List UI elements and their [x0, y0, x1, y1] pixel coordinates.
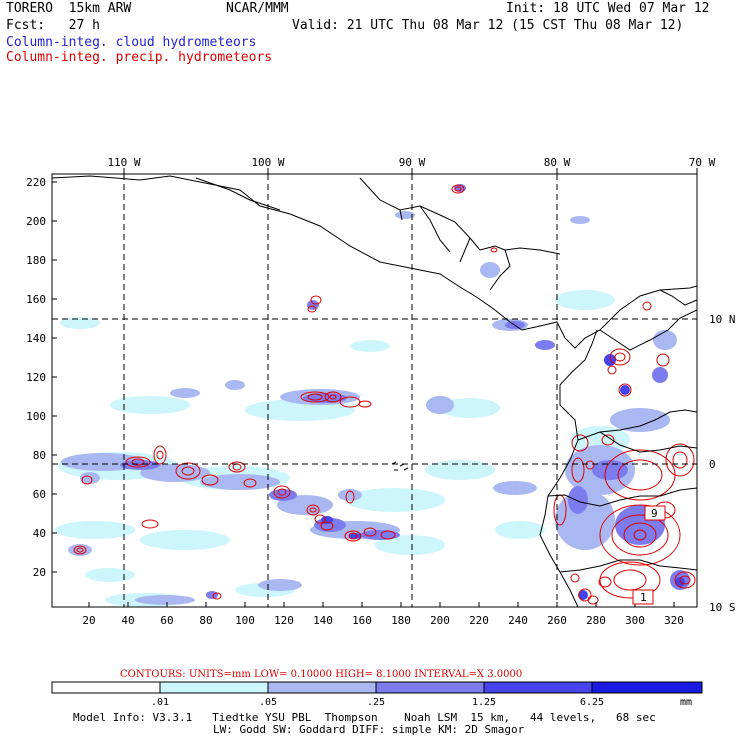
contour-label-box-9 [644, 505, 666, 521]
init-time: Init: 18 UTC Wed 07 Mar 12 [506, 1, 710, 16]
colorbar [51, 681, 703, 694]
field-cloud-label: Column-integ. cloud hydrometeors [6, 35, 257, 50]
field-precip-label: Column-integ. precip. hydrometeors [6, 50, 273, 65]
x-tick-label: 80 [199, 614, 212, 627]
x-tick-label: 260 [547, 614, 567, 627]
cloud-shading [55, 184, 690, 607]
contour-label-1: 1 [640, 591, 647, 604]
y-tick-label: 220 [26, 176, 46, 189]
precip-contours [73, 184, 696, 605]
lon-label-90w: 90 W [399, 156, 426, 169]
plot-frame [51, 173, 698, 608]
x-tick-label: 240 [508, 614, 528, 627]
x-tick-label: 300 [625, 614, 645, 627]
y-tick-label: 180 [26, 254, 46, 267]
contours-info: CONTOURS: UNITS=mm LOW= 0.10000 HIGH= 8.… [120, 669, 522, 680]
colorbar-label: .05 [259, 697, 277, 708]
colorbar-label: 6.25 [580, 697, 604, 708]
x-tick-label: 220 [469, 614, 489, 627]
x-tick-label: 120 [274, 614, 294, 627]
lon-label-80w: 80 W [544, 156, 571, 169]
contour-label-9: 9 [651, 507, 658, 520]
forecast-hour: Fcst: 27 h [6, 18, 100, 33]
y-tick-label: 80 [33, 449, 46, 462]
model-info: Model Info: V3.3.1 Tiedtke YSU PBL Thomp… [73, 711, 656, 724]
x-tick-label: 60 [160, 614, 173, 627]
lat-lon-grid [52, 174, 697, 607]
valid-time: Valid: 21 UTC Thu 08 Mar 12 (15 CST Thu … [292, 18, 684, 33]
y-tick-label: 100 [26, 410, 46, 423]
colorbar-label: .01 [151, 697, 169, 708]
y-tick-label: 120 [26, 371, 46, 384]
center-name: NCAR/MMM [226, 1, 289, 16]
colorbar-label: .25 [367, 697, 385, 708]
colorbar-swatch-5 [592, 682, 702, 693]
colorbar-swatch-1 [160, 682, 268, 693]
colorbar-swatch-0 [52, 682, 160, 693]
colorbar-swatch-3 [376, 682, 484, 693]
y-tick-label: 160 [26, 293, 46, 306]
x-tick-label: 20 [82, 614, 95, 627]
colorbar-swatch-2 [268, 682, 376, 693]
physics-info: LW: Godd SW: Goddard DIFF: simple KM: 2D… [213, 723, 525, 736]
axis-ticks [52, 168, 698, 607]
coastlines [52, 175, 697, 607]
y-tick-label: 140 [26, 332, 46, 345]
contour-label-box-1 [632, 589, 654, 605]
lon-label-100w: 100 W [251, 156, 284, 169]
colorbar-swatch-4 [484, 682, 592, 693]
lat-label-10s: 10 S [709, 601, 736, 614]
lon-label-70w: 70 W [689, 156, 716, 169]
colorbar-unit: mm [680, 697, 692, 708]
x-tick-label: 160 [352, 614, 372, 627]
x-tick-label: 280 [586, 614, 606, 627]
lat-label-10n: 10 N [709, 313, 736, 326]
y-tick-label: 60 [33, 488, 46, 501]
y-tick-label: 200 [26, 215, 46, 228]
x-tick-label: 180 [391, 614, 411, 627]
x-tick-label: 320 [664, 614, 684, 627]
model-title: TORERO 15km ARW [6, 1, 132, 16]
x-tick-label: 100 [235, 614, 255, 627]
y-tick-label: 40 [33, 527, 46, 540]
x-tick-label: 200 [430, 614, 450, 627]
colorbar-label: 1.25 [472, 697, 496, 708]
y-tick-label: 20 [33, 566, 46, 579]
x-tick-label: 140 [313, 614, 333, 627]
lat-label-0: 0 [709, 458, 716, 471]
x-tick-label: 40 [121, 614, 134, 627]
lon-label-110w: 110 W [107, 156, 140, 169]
